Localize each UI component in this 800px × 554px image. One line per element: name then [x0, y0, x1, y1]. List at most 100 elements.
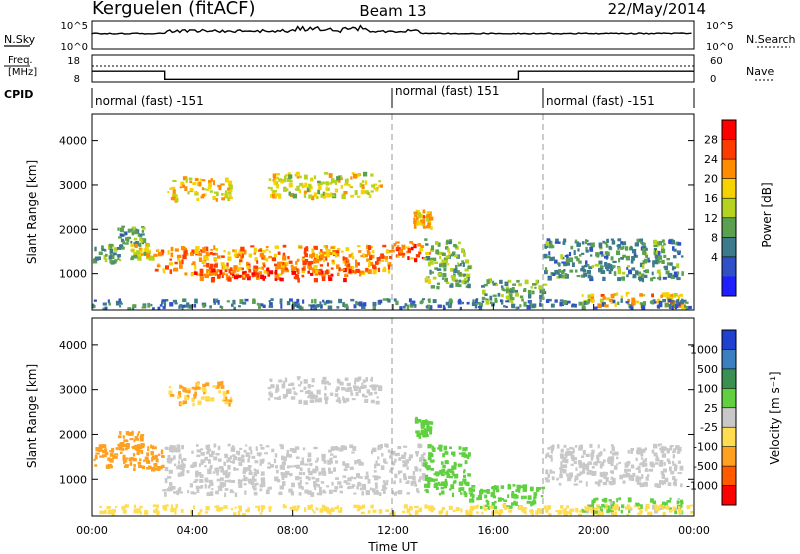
- data-cell: [282, 262, 286, 267]
- data-cell: [457, 284, 462, 288]
- data-cell: [340, 381, 344, 386]
- data-cell: [679, 499, 684, 503]
- data-cell: [160, 249, 165, 253]
- data-cell: [265, 489, 270, 495]
- data-cell: [371, 384, 376, 389]
- data-cell: [414, 214, 418, 217]
- colorbar-tick: -1000: [686, 480, 718, 493]
- data-cell: [222, 391, 227, 396]
- data-cell: [561, 448, 564, 453]
- data-cell: [315, 269, 320, 272]
- data-cell: [461, 260, 464, 264]
- data-cell: [512, 287, 515, 292]
- data-cell: [560, 254, 564, 259]
- data-cell: [276, 479, 280, 483]
- data-cell: [260, 446, 265, 450]
- data-cell: [298, 399, 303, 404]
- data-cell: [415, 416, 418, 421]
- data-cell: [296, 176, 300, 179]
- data-cell: [531, 488, 534, 492]
- data-cell: [372, 264, 376, 269]
- data-cell: [640, 462, 645, 466]
- data-cell: [334, 486, 339, 490]
- data-cell: [385, 445, 389, 448]
- cpid-label: CPID: [4, 88, 33, 101]
- data-cell: [181, 459, 184, 463]
- data-cell: [582, 464, 586, 468]
- data-cell: [212, 195, 216, 200]
- data-cell: [462, 274, 465, 278]
- data-cell: [479, 492, 482, 496]
- data-cell: [674, 510, 678, 515]
- data-cell: [322, 471, 327, 476]
- data-cell: [377, 386, 380, 391]
- data-cell: [563, 510, 568, 516]
- y-tick-label: 4000: [59, 135, 87, 148]
- data-cell: [428, 452, 433, 457]
- data-cell: [347, 386, 352, 391]
- data-cell: [200, 195, 205, 199]
- data-cell: [581, 455, 585, 458]
- data-cell: [368, 194, 372, 198]
- data-cell: [180, 181, 185, 186]
- data-cell: [381, 259, 385, 262]
- data-cell: [375, 460, 378, 465]
- data-cell: [498, 512, 502, 516]
- data-cell: [532, 283, 537, 286]
- data-cell: [147, 446, 150, 452]
- data-cell: [539, 299, 542, 303]
- data-cell: [574, 445, 578, 448]
- data-cell: [630, 449, 633, 454]
- data-cell: [550, 456, 553, 462]
- data-cell: [410, 303, 414, 306]
- data-cell: [558, 482, 562, 486]
- data-cell: [335, 250, 340, 254]
- data-cell: [191, 249, 196, 254]
- data-cell: [226, 266, 229, 270]
- data-cell: [315, 253, 318, 259]
- data-cell: [136, 451, 140, 455]
- data-cell: [143, 248, 147, 252]
- data-cell: [284, 261, 289, 267]
- data-cell: [345, 482, 351, 485]
- data-cell: [522, 507, 528, 510]
- data-cell: [630, 305, 633, 309]
- data-cell: [336, 176, 341, 181]
- data-cell: [631, 256, 635, 261]
- data-cell: [262, 262, 266, 265]
- data-cell: [329, 392, 334, 396]
- data-cell: [458, 487, 461, 493]
- data-cell: [611, 452, 616, 456]
- data-cell: [178, 455, 182, 460]
- data-cell: [597, 458, 600, 462]
- data-cell: [134, 243, 138, 249]
- data-cell: [350, 390, 353, 396]
- data-cell: [278, 178, 283, 181]
- data-cell: [354, 461, 360, 464]
- data-cell: [414, 510, 420, 513]
- data-cell: [265, 248, 269, 251]
- data-cell: [458, 452, 462, 455]
- data-cell: [520, 507, 525, 512]
- data-cell: [447, 304, 452, 309]
- data-cell: [204, 477, 209, 483]
- data-cell: [445, 513, 448, 516]
- data-cell: [311, 299, 314, 304]
- data-cell: [313, 175, 317, 180]
- data-cell: [322, 191, 325, 196]
- data-cell: [174, 261, 178, 265]
- data-cell: [331, 180, 336, 184]
- data-cell: [443, 484, 448, 489]
- data-cell: [655, 259, 658, 264]
- data-cell: [293, 464, 297, 468]
- data-cell: [286, 301, 291, 306]
- data-cell: [626, 468, 631, 472]
- data-cell: [449, 470, 454, 474]
- data-cell: [139, 436, 144, 442]
- data-cell: [391, 490, 394, 495]
- data-cell: [597, 461, 602, 464]
- data-cell: [210, 248, 213, 251]
- data-cell: [433, 473, 437, 476]
- data-cell: [352, 255, 355, 260]
- data-cell: [428, 298, 431, 303]
